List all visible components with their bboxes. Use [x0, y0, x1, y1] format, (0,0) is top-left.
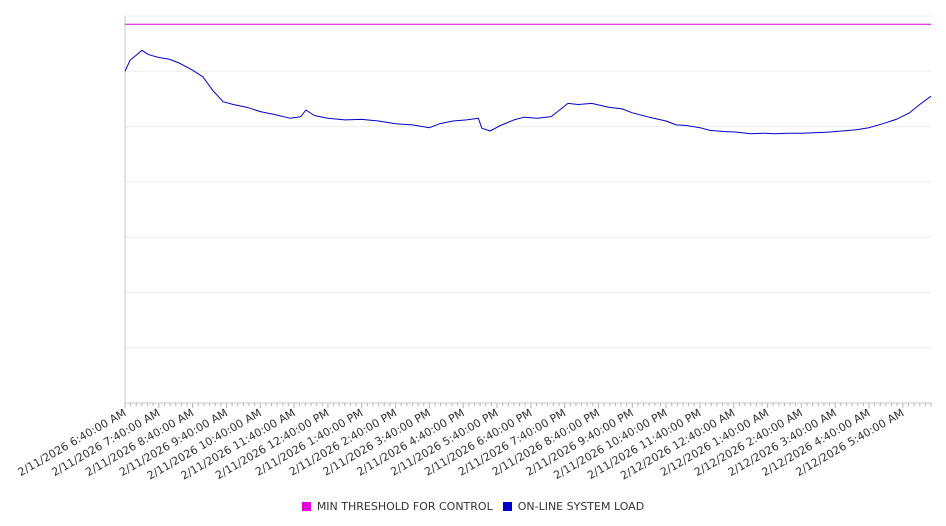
- legend-label-threshold: MIN THRESHOLD FOR CONTROL: [316, 499, 493, 513]
- x-tick-labels: 2/11/2026 6:40:00 AM2/11/2026 7:40:00 AM…: [16, 406, 907, 482]
- axes: [124, 16, 932, 408]
- legend-swatch-load: [502, 501, 512, 511]
- legend-label-load: ON-LINE SYSTEM LOAD: [517, 499, 645, 513]
- series-layer: [124, 23, 932, 135]
- legend-item-load[interactable]: ON-LINE SYSTEM LOAD: [502, 499, 645, 513]
- series-line-system-load: [124, 49, 932, 135]
- legend-item-threshold[interactable]: MIN THRESHOLD FOR CONTROL: [301, 499, 493, 513]
- gridlines: [125, 15, 931, 349]
- legend: MIN THRESHOLD FOR CONTROL ON-LINE SYSTEM…: [0, 497, 946, 515]
- legend-swatch-threshold: [301, 501, 311, 511]
